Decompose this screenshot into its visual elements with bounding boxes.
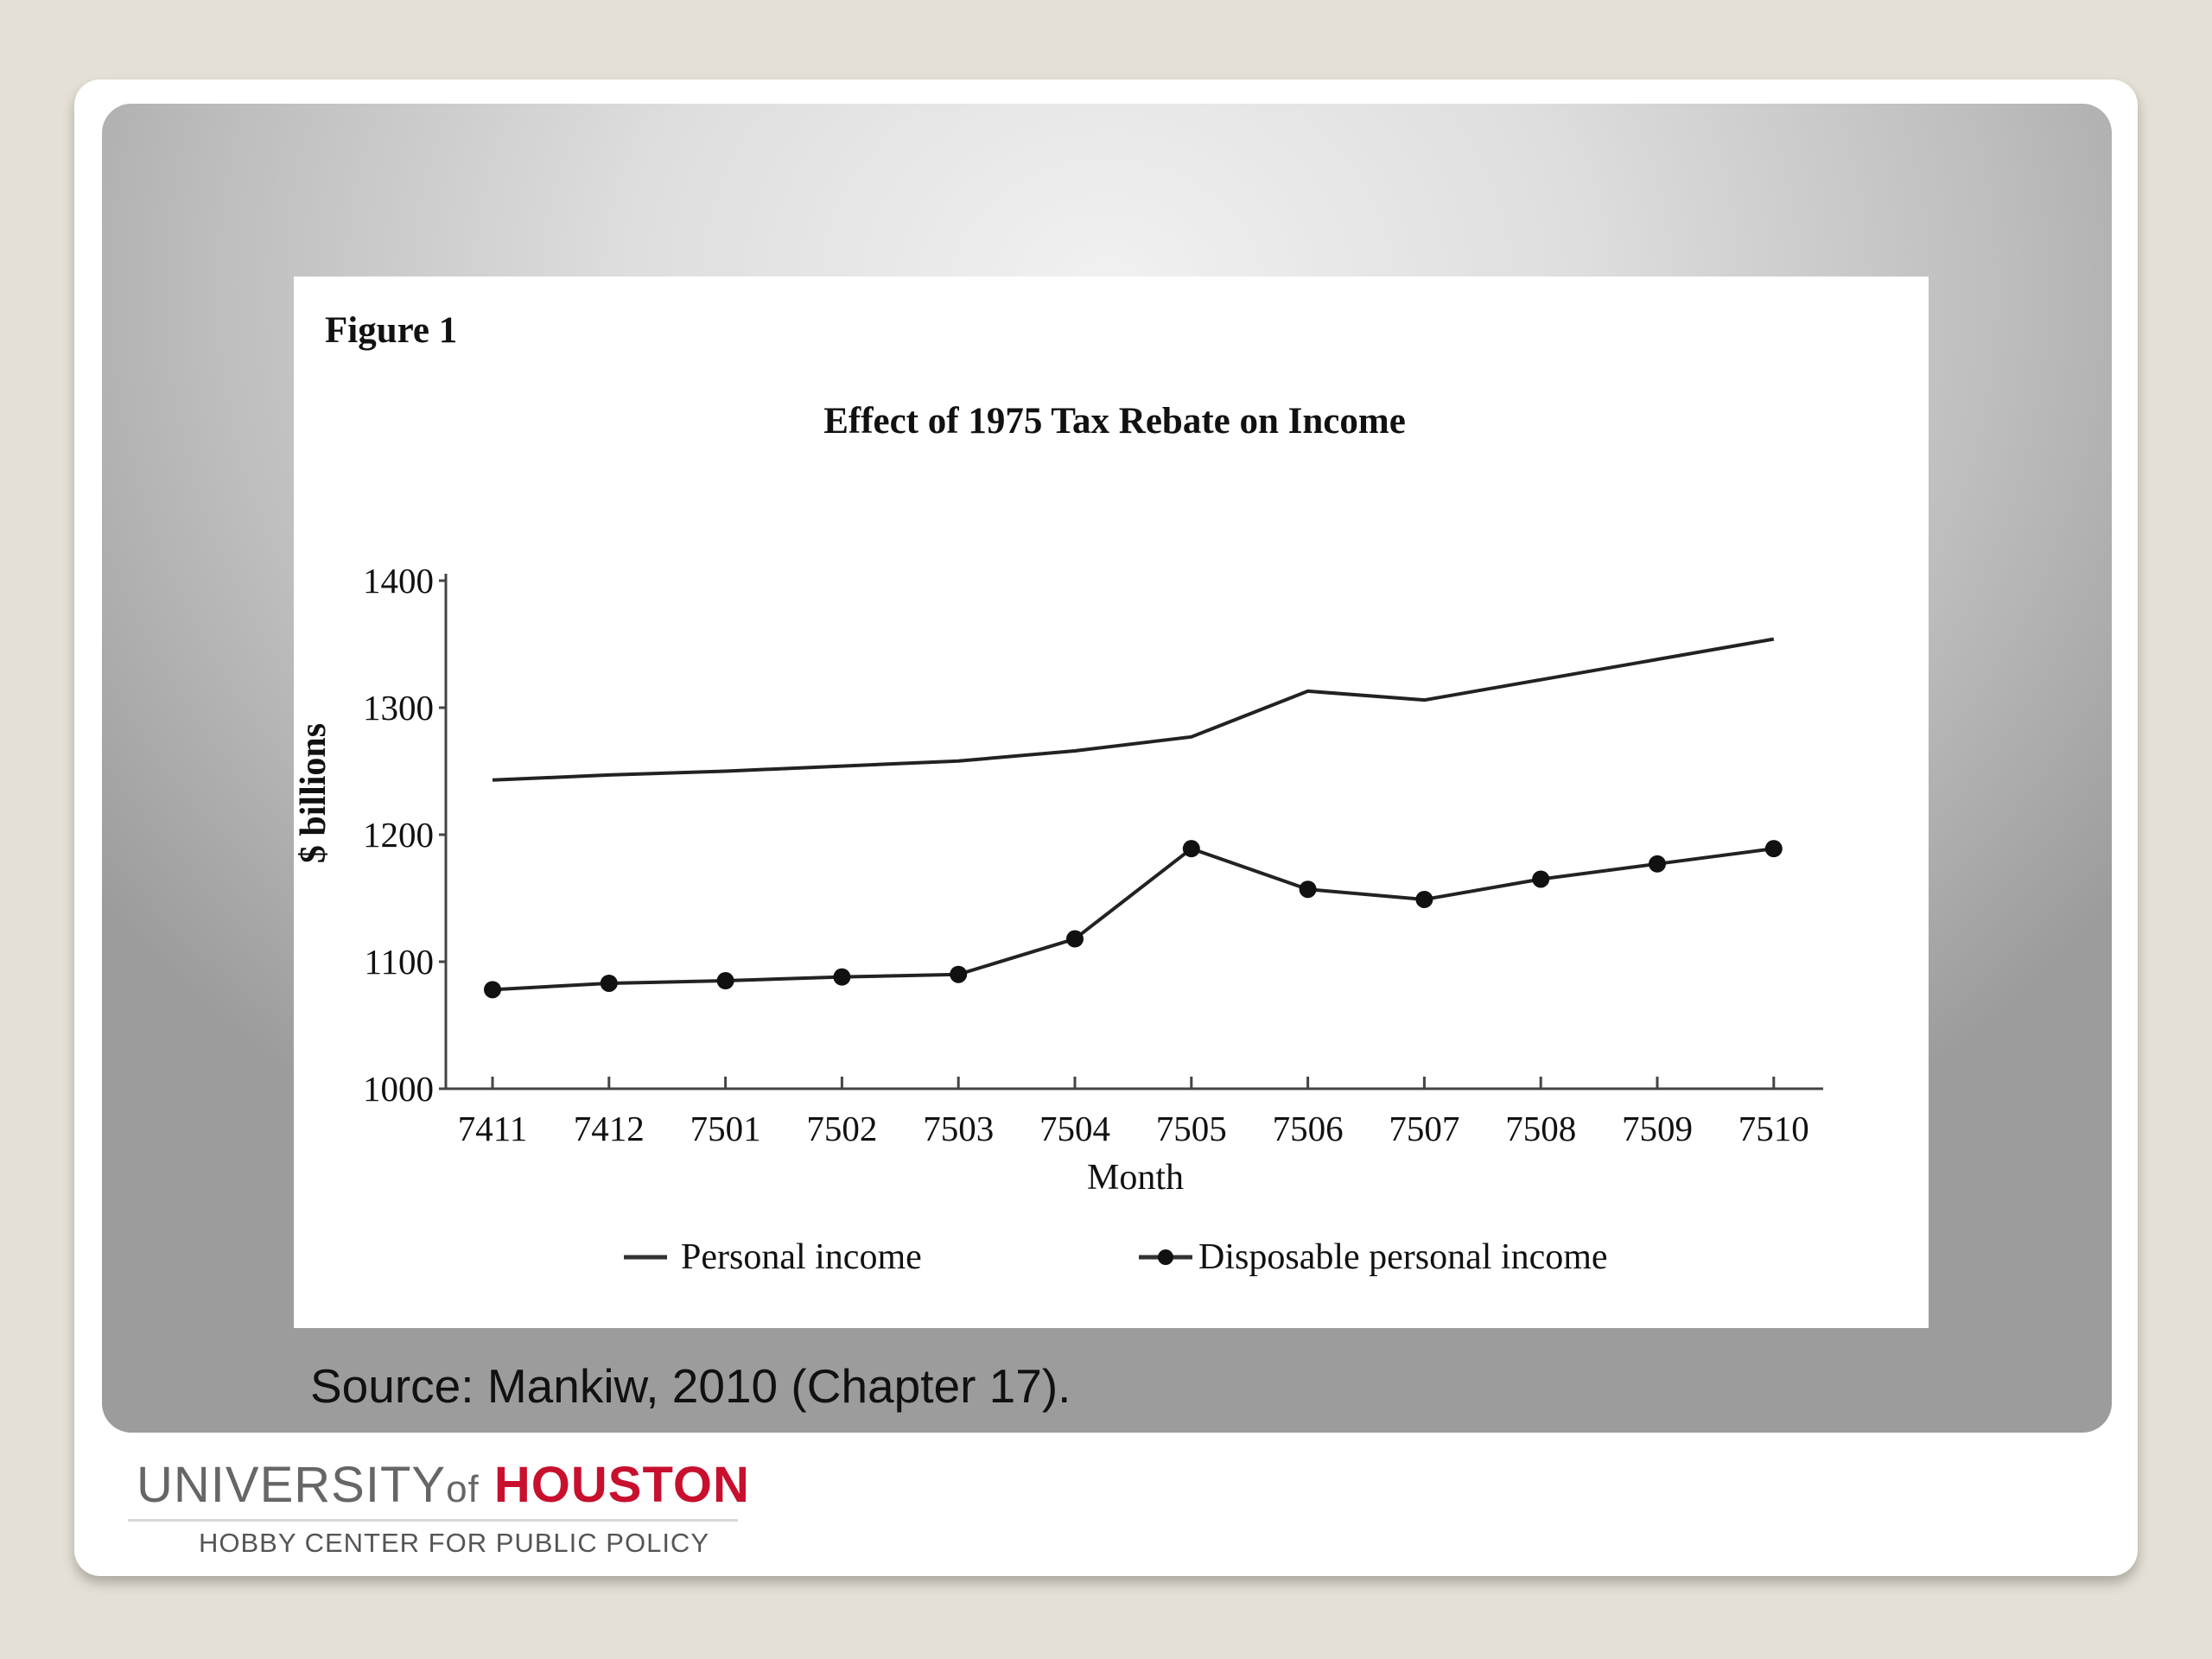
chart-svg: Figure 1 Effect of 1975 Tax Rebate on In…	[294, 310, 1823, 1277]
data-point-disposable-income	[1066, 930, 1084, 948]
legend-marker-disposable-income	[1158, 1249, 1173, 1265]
data-point-disposable-income	[716, 972, 734, 990]
university-of-houston-logo: UNIVERSITYof HOUSTON HOBBY CENTER FOR PU…	[128, 1452, 749, 1564]
data-point-disposable-income	[1764, 840, 1783, 858]
logo-subtitle: HOBBY CENTER FOR PUBLIC POLICY	[199, 1528, 709, 1558]
axes	[444, 574, 1823, 1090]
data-point-disposable-income	[484, 981, 501, 999]
logo-of-text: of	[446, 1468, 480, 1510]
x-tick-label: 7411	[458, 1109, 527, 1148]
data-point-disposable-income	[600, 974, 618, 992]
chart-title: Effect of 1975 Tax Rebate on Income	[823, 401, 1406, 442]
series-layer	[484, 637, 1783, 999]
legend-label-disposable-income: Disposable personal income	[1198, 1237, 1608, 1277]
x-tick-label: 7502	[806, 1109, 877, 1148]
legend: Personal income Disposable personal inco…	[624, 1237, 1608, 1277]
x-tick-label: 7503	[923, 1109, 994, 1148]
x-tick-label: 7504	[1039, 1109, 1110, 1148]
y-tick-label: 1300	[363, 688, 434, 728]
x-tick-label: 7506	[1273, 1109, 1344, 1148]
figure-label: Figure 1	[325, 310, 457, 351]
y-tick-label: 1000	[363, 1069, 434, 1109]
data-point-disposable-income	[1649, 855, 1666, 873]
x-tick-label: 7507	[1389, 1109, 1459, 1148]
series-line-disposable-income	[492, 847, 1775, 992]
y-tick-label: 1400	[363, 561, 434, 601]
source-caption: Source: Mankiw, 2010 (Chapter 17).	[310, 1359, 1071, 1413]
legend-label-personal-income: Personal income	[681, 1237, 922, 1277]
logo-divider	[128, 1519, 738, 1522]
x-axis-label: Month	[1087, 1158, 1184, 1198]
data-point-disposable-income	[1299, 880, 1317, 899]
x-tick-label: 7501	[690, 1109, 761, 1148]
chart-figure: Figure 1 Effect of 1975 Tax Rebate on In…	[294, 276, 1929, 1328]
series-line-personal-income	[492, 637, 1775, 782]
x-tick-label: 7508	[1505, 1109, 1576, 1148]
data-point-disposable-income	[1182, 840, 1200, 858]
y-tick-label: 1200	[363, 815, 434, 855]
x-tick-label: 7412	[574, 1109, 645, 1148]
x-tick-label: 7509	[1622, 1109, 1693, 1148]
logo-houston-text: HOUSTON	[493, 1457, 750, 1513]
data-point-disposable-income	[950, 965, 968, 983]
y-tick-label: 1100	[365, 942, 434, 982]
y-axis-label: $ billions	[294, 723, 334, 863]
x-tick-label: 7510	[1738, 1109, 1809, 1148]
x-tick-label: 7505	[1156, 1109, 1227, 1148]
data-point-disposable-income	[1532, 870, 1550, 888]
data-point-disposable-income	[833, 968, 851, 986]
y-ticks: 1000 1100 1200 1300 1400	[363, 561, 446, 1109]
logo-university-text: UNIVERSITY	[137, 1457, 447, 1513]
x-ticks: 7411 7412 7501 7502 7503 7504 7505 7506 7507 7508…	[458, 1077, 1809, 1148]
data-point-disposable-income	[1415, 890, 1433, 908]
logo-wordmark: UNIVERSITYof HOUSTON	[137, 1455, 750, 1520]
